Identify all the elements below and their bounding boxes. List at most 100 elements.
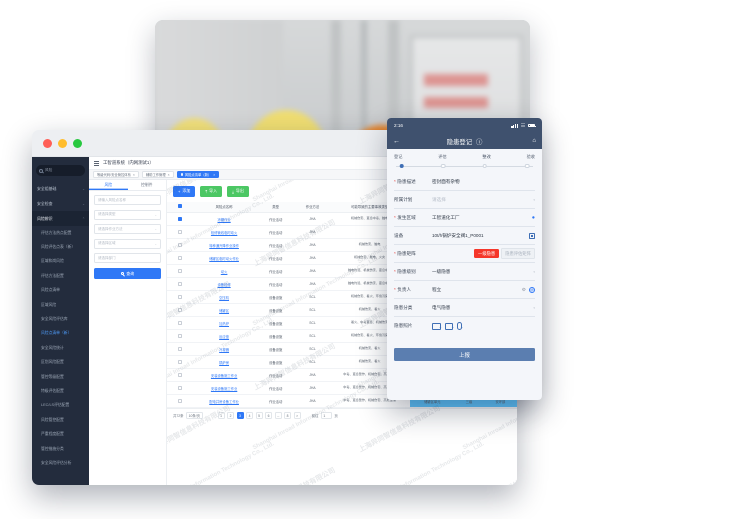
step-label-0[interactable]: 登记 bbox=[394, 154, 403, 159]
row-checkbox-cell[interactable] bbox=[167, 381, 193, 395]
minimize-dot-icon[interactable] bbox=[58, 138, 67, 148]
sidebar-item-2[interactable]: 区域和岗风险 bbox=[32, 255, 89, 269]
plan-select[interactable]: 请选择 ▾ bbox=[432, 196, 535, 202]
sidebar-group-1[interactable]: 安全检查 ⌄ bbox=[32, 196, 89, 211]
row-checkbox-cell[interactable] bbox=[167, 303, 193, 317]
cell-name[interactable]: 冷凝器 bbox=[192, 342, 256, 356]
maximize-dot-icon[interactable] bbox=[73, 138, 82, 148]
submit-button[interactable]: 上报 bbox=[394, 348, 535, 361]
sidebar-item-16[interactable]: 安全风险评估分析 bbox=[32, 456, 89, 470]
page-1-button[interactable]: 1 bbox=[217, 412, 225, 419]
row-checkbox-cell[interactable] bbox=[167, 251, 193, 265]
cell-name[interactable]: 反应釜 bbox=[192, 329, 256, 343]
matrix-button[interactable]: 隐患评估矩阵 bbox=[501, 248, 535, 259]
checkbox-icon[interactable] bbox=[177, 294, 182, 299]
cell-name[interactable]: 空压机 bbox=[192, 290, 256, 304]
cell-name[interactable]: 安装设备施工作业 bbox=[192, 381, 256, 395]
step-node-3[interactable] bbox=[525, 163, 530, 169]
step-node-2[interactable] bbox=[482, 163, 487, 169]
filter-field-type[interactable]: 请选择类型 ⌄ bbox=[94, 209, 161, 220]
sidebar-item-13[interactable]: 风险管控配置 bbox=[32, 413, 89, 427]
cell-name[interactable]: 特种通升降作业操作 bbox=[192, 238, 256, 252]
close-icon[interactable]: × bbox=[213, 172, 216, 177]
checkbox-icon[interactable] bbox=[177, 204, 182, 209]
search-button[interactable]: 查询 bbox=[94, 268, 161, 279]
filter-tab-control[interactable]: 控制件 bbox=[128, 180, 167, 190]
gear-icon[interactable]: ⚙ bbox=[521, 286, 526, 292]
contact-picker-icon[interactable]: @ bbox=[529, 286, 535, 293]
row-checkbox-cell[interactable] bbox=[167, 225, 193, 239]
sidebar-item-6[interactable]: 安全风险评估库 bbox=[32, 312, 89, 326]
checkbox-icon[interactable] bbox=[177, 372, 182, 377]
checkbox-icon[interactable] bbox=[177, 229, 182, 234]
sidebar-item-8[interactable]: 安全风险统计 bbox=[32, 341, 89, 355]
row-checkbox-cell[interactable] bbox=[167, 290, 193, 304]
goto-input[interactable]: 1 bbox=[320, 412, 332, 419]
audio-upload-icon[interactable]: + bbox=[457, 322, 463, 330]
qr-scan-icon[interactable] bbox=[529, 232, 535, 239]
page-6-button[interactable]: 6 bbox=[265, 412, 273, 419]
tab-0[interactable]: 等级代码/安全管控体系 × bbox=[93, 171, 139, 178]
filter-field-name[interactable]: 请输入风险点名称 bbox=[94, 195, 161, 205]
step-label-3[interactable]: 验收 bbox=[526, 154, 535, 159]
step-label-1[interactable]: 评估 bbox=[438, 154, 447, 159]
add-button[interactable]: + 添加 bbox=[173, 186, 196, 197]
sidebar-item-10[interactable]: 管控等级配置 bbox=[32, 370, 89, 384]
sidebar-item-11[interactable]: 特级评估配置 bbox=[32, 384, 89, 398]
cell-name[interactable]: 配电井房设备工作业 bbox=[192, 394, 256, 408]
cell-name[interactable]: 储罐区临时动火作业 bbox=[192, 251, 256, 265]
sidebar-item-5[interactable]: 区域风险 bbox=[32, 298, 89, 312]
checkbox-icon[interactable] bbox=[177, 255, 182, 260]
checkbox-icon[interactable] bbox=[177, 216, 182, 221]
tab-1[interactable]: 辅助工作管理 × bbox=[141, 171, 174, 178]
row-checkbox-cell[interactable] bbox=[167, 342, 193, 356]
cell-name[interactable]: 动火 bbox=[192, 264, 256, 278]
sidebar-item-14[interactable]: 严重程度配置 bbox=[32, 427, 89, 441]
back-button[interactable]: ← bbox=[393, 137, 400, 145]
export-button[interactable]: ⤓ 导出 bbox=[227, 186, 249, 197]
row-checkbox-cell[interactable] bbox=[167, 355, 193, 369]
info-icon[interactable]: ⓘ bbox=[475, 138, 483, 146]
row-checkbox-cell[interactable] bbox=[167, 264, 193, 278]
sidebar-search-input[interactable]: 风险 bbox=[36, 165, 85, 176]
checkbox-icon[interactable] bbox=[177, 242, 182, 247]
sidebar-item-4[interactable]: 风险点清单 bbox=[32, 284, 89, 298]
close-dot-icon[interactable] bbox=[43, 138, 52, 148]
filter-tab-risk[interactable]: 风险 bbox=[89, 180, 128, 190]
row-checkbox-cell[interactable] bbox=[167, 394, 193, 408]
page-4-button[interactable]: 4 bbox=[246, 412, 254, 419]
select-all-header[interactable] bbox=[167, 201, 193, 213]
cell-name[interactable]: 检修管线临时动火 bbox=[192, 225, 256, 239]
page-size-select[interactable]: 10条/页 bbox=[186, 412, 203, 419]
cell-name[interactable]: 锅炉房 bbox=[192, 355, 256, 369]
row-checkbox-cell[interactable] bbox=[167, 316, 193, 330]
filter-field-dept[interactable]: 请选择部门 bbox=[94, 253, 161, 264]
equipment-input[interactable]: 10t/h锅炉安全阀1_P0001 bbox=[432, 232, 535, 239]
checkbox-icon[interactable] bbox=[177, 333, 182, 338]
close-icon[interactable]: × bbox=[167, 172, 170, 177]
sidebar-item-7[interactable]: 风险点清单（新） bbox=[32, 327, 89, 341]
checkbox-icon[interactable] bbox=[177, 346, 182, 351]
cell-name[interactable]: 安装设备施工作业 bbox=[192, 368, 256, 382]
sidebar-item-15[interactable]: 管控措施分类 bbox=[32, 442, 89, 456]
location-pin-icon[interactable]: ● bbox=[531, 214, 535, 221]
step-label-2[interactable]: 整改 bbox=[482, 154, 491, 159]
menu-toggle-icon[interactable] bbox=[94, 160, 99, 166]
page-8-button[interactable]: 8 bbox=[284, 412, 292, 419]
row-checkbox-cell[interactable] bbox=[167, 238, 193, 252]
page-3-button[interactable]: 3 bbox=[236, 412, 244, 419]
cell-name[interactable]: 凉棚作业 bbox=[192, 212, 256, 226]
sidebar-item-0[interactable]: 评估方法热点配置 bbox=[32, 226, 89, 240]
step-node-1[interactable] bbox=[440, 163, 446, 169]
row-checkbox-cell[interactable] bbox=[167, 329, 193, 343]
category-select[interactable]: 电气隐患 ▾ bbox=[432, 304, 535, 310]
area-input[interactable]: 工智道化工厂 ● bbox=[432, 214, 535, 221]
hazard-level-tag[interactable]: 一级隐患 bbox=[474, 248, 500, 259]
description-input[interactable]: 密封面有杂物 bbox=[432, 178, 460, 184]
checkbox-icon[interactable] bbox=[177, 398, 182, 403]
checkbox-icon[interactable] bbox=[177, 307, 182, 312]
filter-field-area[interactable]: 请选择区域 ⌄ bbox=[94, 238, 161, 249]
tab-2[interactable]: 风险点清单（新） × bbox=[176, 171, 220, 178]
cell-name[interactable]: 加热炉 bbox=[192, 316, 256, 330]
image-upload-icon[interactable]: + bbox=[432, 322, 442, 330]
